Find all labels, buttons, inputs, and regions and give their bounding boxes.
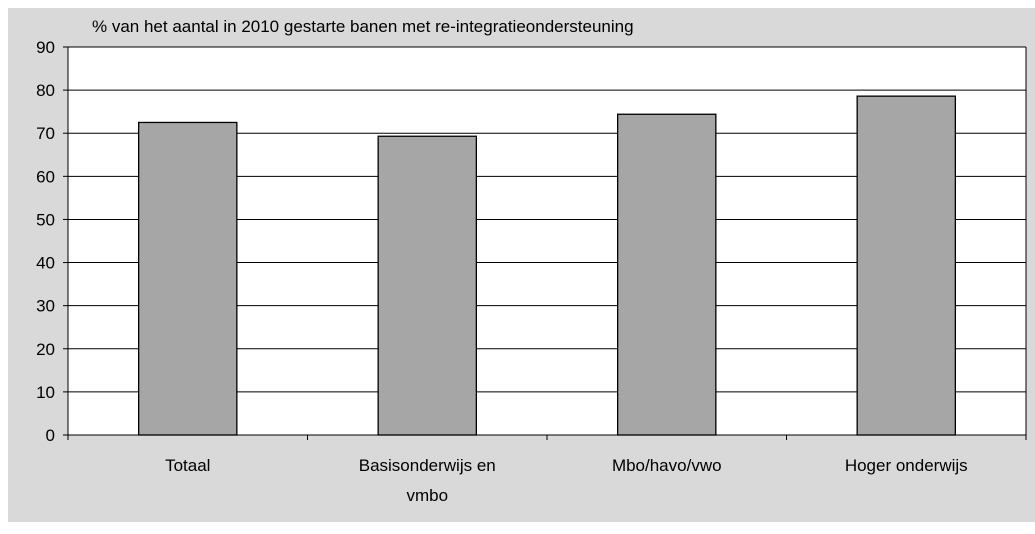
x-category-label: Hoger onderwijs [845, 456, 968, 475]
x-category-label: Totaal [165, 456, 210, 475]
y-tick-label: 50 [36, 210, 55, 229]
x-category-labels: Totaal Basisonderwijs en vmbo Mbo/havo/vwo H… [165, 456, 968, 505]
y-tick-labels: 0 10 20 30 40 50 60 70 80 90 [36, 38, 55, 445]
bars [138, 95, 956, 436]
y-tick-label: 40 [36, 254, 55, 273]
y-tick-label: 0 [46, 426, 55, 445]
y-tick-label: 10 [36, 383, 55, 402]
bar [138, 121, 238, 436]
x-category-label: Mbo/havo/vwo [612, 456, 722, 475]
x-category-label: Basisonderwijs en [359, 456, 496, 475]
bar [377, 135, 477, 436]
y-tick-label: 90 [36, 38, 55, 57]
axes [63, 46, 1027, 440]
y-tick-label: 30 [36, 297, 55, 316]
y-tick-label: 80 [36, 81, 55, 100]
y-tick-label: 60 [36, 167, 55, 186]
bar [856, 95, 956, 436]
y-tick-label: 20 [36, 340, 55, 359]
chart-title: % van het aantal in 2010 gestarte banen … [92, 17, 634, 36]
bar [617, 113, 717, 436]
x-category-label: vmbo [406, 486, 448, 505]
y-tick-label: 70 [36, 124, 55, 143]
